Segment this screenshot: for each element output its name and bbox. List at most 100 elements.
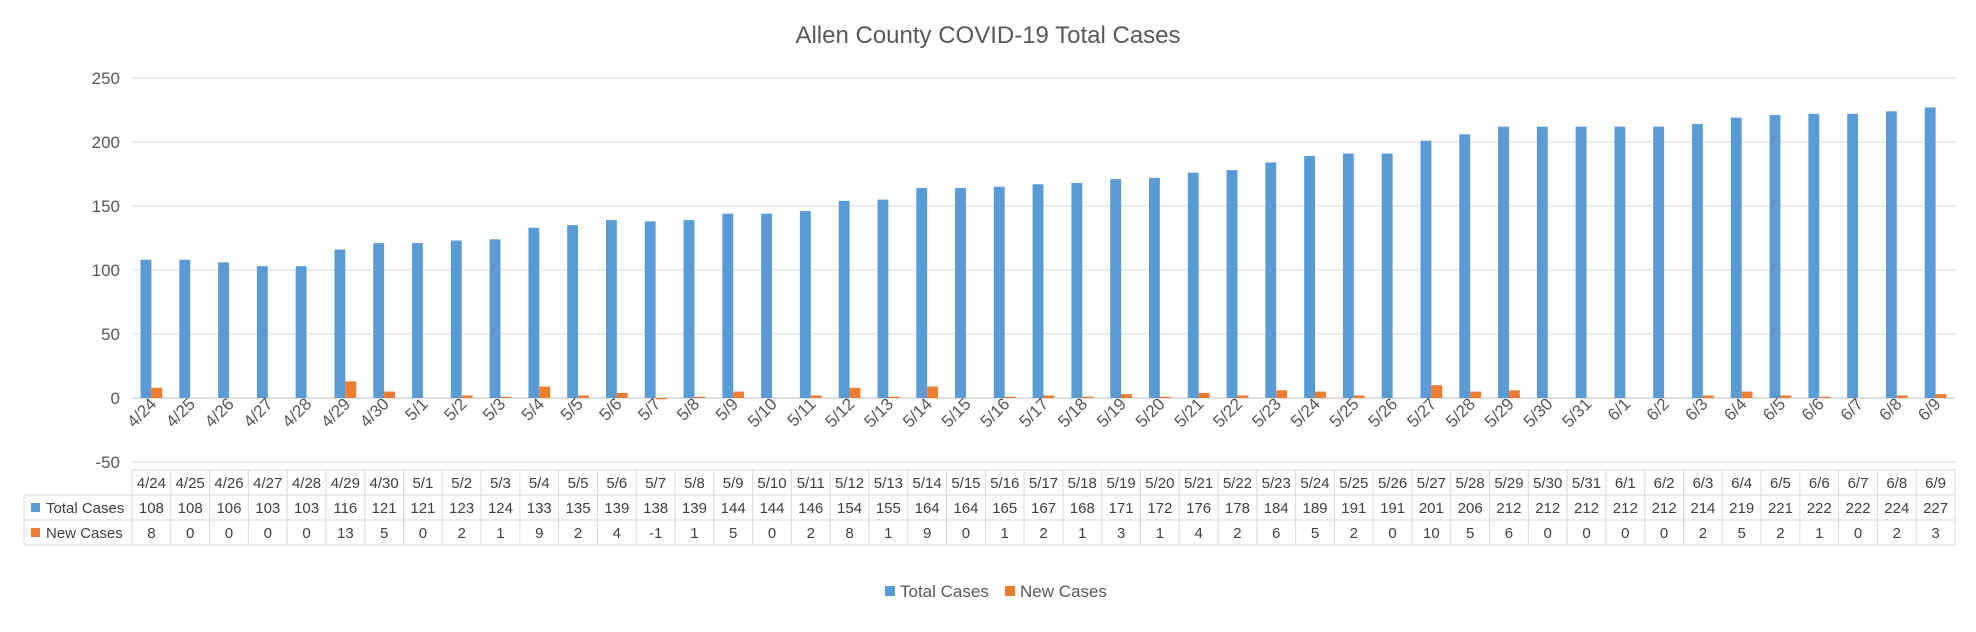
- data-table: 4/24 4/25 4/26 4/27 4/28 4/29 4/30 5/1 5/2 5/3 5/4…: [23, 469, 1956, 546]
- table-value-cell: 206: [1458, 500, 1483, 517]
- table-value-cell: 2: [1893, 525, 1901, 542]
- table-value-cell: 135: [566, 500, 591, 517]
- table-header-cell: 4/25: [176, 475, 205, 492]
- table-value-cell: 9: [923, 525, 931, 542]
- legend-label-new-cases: New Cases: [1020, 582, 1107, 601]
- bar-new-cases: [500, 396, 512, 398]
- bar-new-cases: [1237, 395, 1249, 398]
- x-tick-label: 5/4: [518, 394, 548, 424]
- table-value-cell: 2: [458, 525, 466, 542]
- table-value-cell: 212: [1613, 500, 1638, 517]
- x-tick-label: 5/2: [440, 394, 470, 424]
- table-header-cell: 5/14: [913, 475, 942, 492]
- table-header-cell: 6/6: [1809, 475, 1830, 492]
- x-tick-label: 5/3: [479, 394, 509, 424]
- table-value-cell: 184: [1264, 500, 1289, 517]
- table-value-cell: 9: [535, 525, 543, 542]
- bar-new-cases: [1043, 395, 1055, 398]
- table-header-cell: 6/4: [1731, 475, 1752, 492]
- bar-total-cases: [1149, 177, 1160, 398]
- table-value-cell: 116: [333, 500, 357, 517]
- bar-total-cases: [1381, 153, 1393, 398]
- bar-total-cases: [1265, 162, 1277, 398]
- x-tick-label: 5/19: [1093, 394, 1130, 431]
- bar-total-cases: [567, 225, 579, 398]
- table-value-cell: -1: [649, 525, 662, 542]
- bar-total-cases: [916, 188, 928, 398]
- x-tick-label: 4/28: [279, 394, 316, 431]
- table-value-cell: 1: [1078, 525, 1086, 542]
- bar-new-cases: [1470, 391, 1482, 398]
- table-value-cell: 164: [953, 500, 978, 517]
- table-header-cell: 5/10: [757, 475, 786, 492]
- bar-new-cases: [733, 391, 745, 398]
- table-value-cell: 1: [1156, 525, 1164, 542]
- bar-total-cases: [1110, 179, 1122, 398]
- table-header-cell: 5/12: [835, 475, 864, 492]
- table-value-cell: 222: [1846, 500, 1871, 517]
- bar-new-cases: [345, 381, 357, 398]
- x-tick-label: 6/5: [1759, 394, 1789, 424]
- table-header-cell: 4/28: [292, 475, 321, 492]
- table-value-cell: 13: [337, 525, 354, 542]
- bar-new-cases: [1004, 396, 1016, 398]
- table-header-cell: 5/29: [1494, 475, 1523, 492]
- x-tick-label: 4/25: [162, 394, 199, 431]
- bar-total-cases: [179, 259, 191, 398]
- table-value-cell: 0: [1388, 525, 1396, 542]
- table-value-cell: 1: [1815, 525, 1823, 542]
- x-tick-label: 6/1: [1604, 394, 1634, 424]
- x-tick-label: 6/9: [1914, 394, 1944, 424]
- table-header-cell: 5/7: [645, 475, 666, 492]
- table-value-cell: 10: [1423, 525, 1440, 542]
- table-value-cell: 176: [1186, 500, 1211, 517]
- x-tick-label: 5/20: [1132, 394, 1169, 431]
- bar-total-cases: [1459, 134, 1471, 398]
- table-series-label: New Cases: [46, 525, 123, 542]
- x-tick-label: 5/10: [744, 394, 781, 431]
- x-tick-label: 5/14: [899, 394, 936, 431]
- table-legend-key: [31, 528, 40, 537]
- bar-total-cases: [1342, 153, 1354, 398]
- x-tick-label: 4/26: [201, 394, 238, 431]
- table-value-cell: 0: [1582, 525, 1590, 542]
- x-axis-ticks: 4/24 4/25 4/26 4/27 4/28 4/29 4/30 5/1 5/2 5/3 5/4…: [123, 394, 1944, 431]
- bar-new-cases: [655, 398, 667, 400]
- y-tick-label: 100: [92, 261, 120, 280]
- bar-total-cases: [761, 213, 772, 398]
- x-tick-label: 6/7: [1837, 394, 1867, 424]
- x-tick-label: 5/28: [1442, 394, 1479, 431]
- table-value-cell: 168: [1070, 500, 1095, 517]
- bar-total-cases: [605, 220, 617, 398]
- table-value-cell: 8: [147, 525, 155, 542]
- table-header-cell: 4/30: [370, 475, 399, 492]
- x-tick-label: 5/16: [977, 394, 1014, 431]
- bar-new-cases: [1121, 394, 1132, 398]
- table-value-cell: 3: [1117, 525, 1125, 542]
- bar-total-cases: [722, 213, 734, 398]
- table-header-cell: 5/27: [1417, 475, 1446, 492]
- x-tick-label: 6/6: [1798, 394, 1828, 424]
- table-value-cell: 146: [798, 500, 823, 517]
- bar-total-cases: [1420, 140, 1432, 398]
- x-tick-label: 5/17: [1015, 394, 1052, 431]
- table-header-cell: 6/8: [1886, 475, 1907, 492]
- table-value-cell: 0: [225, 525, 233, 542]
- table-header-cell: 5/15: [951, 475, 980, 492]
- bar-new-cases: [1353, 395, 1365, 398]
- x-tick-label: 5/24: [1287, 394, 1324, 431]
- bar-new-cases: [1780, 395, 1792, 398]
- table-header-cell: 5/25: [1339, 475, 1368, 492]
- table-value-cell: 8: [845, 525, 853, 542]
- table-value-cell: 1: [496, 525, 504, 542]
- bar-total-cases: [955, 188, 966, 398]
- y-axis-ticks: -50 0 50 100 150 200 250: [92, 69, 120, 472]
- table-value-cell: 172: [1147, 500, 1172, 517]
- table-value-cell: 178: [1225, 500, 1250, 517]
- legend-swatch-total-cases: [885, 586, 895, 596]
- bar-total-cases: [644, 221, 656, 398]
- bar-total-cases: [1187, 172, 1199, 398]
- table-value-cell: 0: [1660, 525, 1668, 542]
- table-value-cell: 2: [1350, 525, 1358, 542]
